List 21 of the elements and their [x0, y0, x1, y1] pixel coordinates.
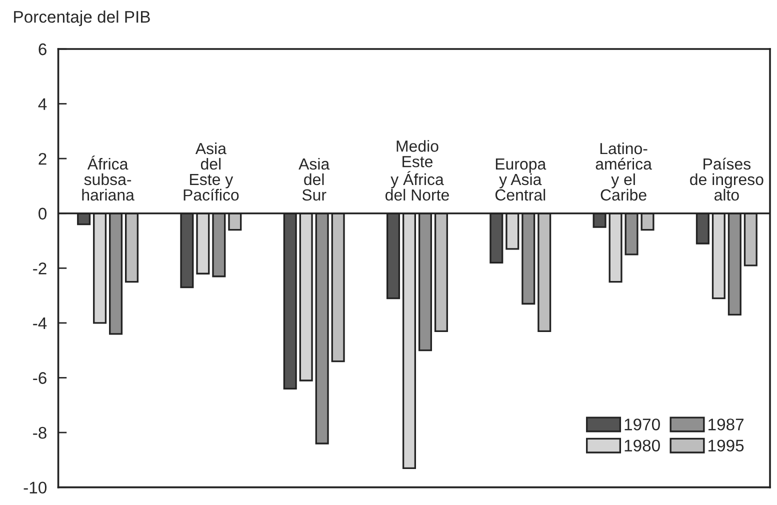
x-tick-label: África subsa- hariana: [82, 156, 134, 201]
y-tick-label: 0: [38, 208, 47, 220]
y-tick-label: -6: [33, 372, 46, 384]
y-tick-label: -10: [24, 482, 47, 494]
legend-label: 1987: [708, 418, 744, 430]
y-tick-label: -4: [33, 318, 47, 329]
legend-label: 1980: [624, 440, 660, 452]
x-tick-label: Asia del Sur: [298, 158, 330, 201]
x-tick-label: Medio Este y África del Norte: [386, 140, 449, 201]
x-tick-label: Países de ingreso alto: [690, 158, 764, 201]
x-tick-label: Europa y Asia Central: [495, 158, 546, 201]
y-axis-title: Porcentaje del PIB: [14, 10, 150, 26]
y-tick-label: -2: [33, 262, 46, 274]
legend-label: 1995: [708, 440, 744, 452]
y-tick-label: 6: [38, 43, 46, 56]
y-tick-label: 4: [38, 98, 47, 110]
y-tick-label: -8: [33, 426, 46, 439]
legend-label: 1970: [624, 418, 660, 430]
x-tick-label: Asia del Este y Pacífico: [184, 142, 239, 201]
x-tick-label: Latino- américa y el Caribe: [596, 142, 652, 201]
y-tick-label: 2: [38, 152, 46, 165]
